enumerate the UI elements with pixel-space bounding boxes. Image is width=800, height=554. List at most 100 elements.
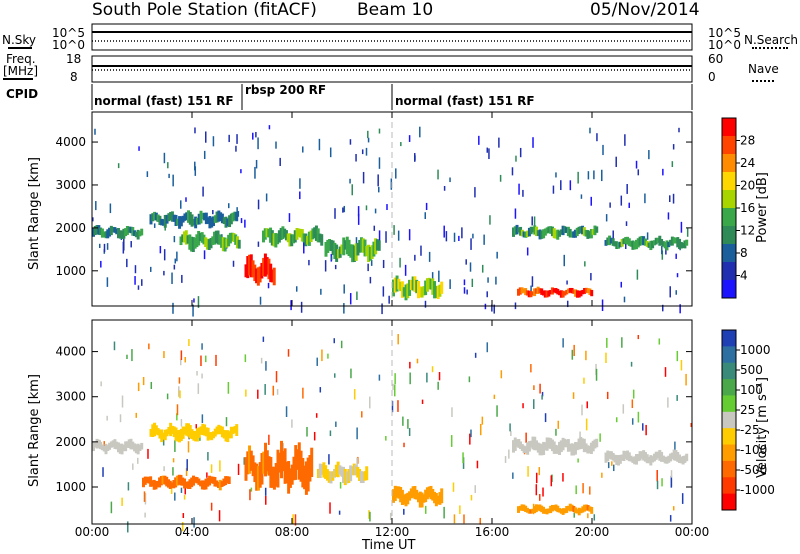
scatter-dot — [264, 384, 266, 395]
data-cell — [404, 284, 408, 301]
data-cell — [568, 443, 572, 452]
data-cell — [262, 257, 266, 277]
data-cell — [374, 238, 378, 255]
data-cell — [179, 428, 183, 441]
data-cell — [538, 229, 542, 240]
scatter-dot — [496, 251, 498, 259]
scatter-dot — [469, 433, 471, 445]
data-cell — [181, 426, 185, 439]
data-cell — [201, 212, 205, 220]
scatter-dot — [391, 400, 394, 413]
data-cell — [129, 226, 133, 234]
data-cell — [372, 241, 376, 257]
data-cell — [425, 278, 429, 292]
scatter-dot — [172, 174, 174, 187]
data-cell — [281, 450, 285, 472]
data-cell — [626, 236, 630, 245]
power-colorbar-segment — [722, 208, 736, 227]
data-cell — [154, 480, 158, 490]
data-cell — [163, 214, 167, 228]
data-cell — [624, 236, 628, 244]
data-cell — [431, 488, 435, 501]
scatter-dot — [493, 304, 495, 314]
data-cell — [536, 230, 540, 237]
data-cell — [660, 451, 664, 462]
data-cell — [624, 451, 628, 459]
data-cell — [142, 477, 145, 488]
data-cell — [277, 230, 281, 243]
data-cell — [248, 445, 252, 474]
data-cell — [568, 228, 572, 238]
power-colorbar-segment — [722, 244, 736, 263]
data-cell — [581, 289, 585, 295]
scatter-dot — [180, 200, 182, 209]
data-cell — [222, 217, 226, 225]
data-cell — [120, 443, 124, 455]
data-cell — [608, 235, 612, 246]
data-cell — [524, 288, 528, 296]
data-cell — [575, 290, 579, 298]
data-cell — [681, 242, 685, 248]
data-cell — [567, 288, 570, 294]
data-cell — [609, 451, 613, 460]
scatter-dot — [121, 395, 124, 408]
scatter-dot — [510, 430, 512, 436]
scatter-dot — [351, 184, 353, 196]
data-cell — [280, 440, 284, 479]
scatter-dot — [294, 514, 297, 526]
scatter-dot — [624, 134, 626, 146]
data-cell — [294, 445, 298, 480]
scatter-dot — [481, 264, 484, 273]
data-cell — [563, 291, 567, 296]
scatter-dot — [645, 424, 647, 436]
scatter-dot — [106, 277, 109, 287]
velocity-colorbar-segment — [722, 411, 736, 429]
data-cell — [356, 242, 360, 256]
data-cell — [524, 446, 528, 454]
scatter-dot — [173, 264, 176, 270]
data-cell — [669, 239, 673, 246]
scatter-dot — [202, 186, 204, 197]
data-cell — [574, 507, 578, 514]
data-cell — [524, 231, 528, 238]
n-search-label: N.Search — [744, 33, 799, 47]
scatter-dot — [365, 147, 368, 156]
data-cell — [431, 278, 435, 295]
data-cell — [159, 476, 163, 486]
data-cell — [565, 506, 569, 513]
scatter-dot — [203, 150, 206, 159]
scatter-dot — [174, 440, 176, 452]
scatter-dot — [474, 485, 476, 493]
data-cell — [533, 225, 537, 235]
data-cell — [163, 475, 167, 485]
scatter-dot — [669, 286, 671, 298]
data-cell — [217, 481, 220, 488]
data-cell — [678, 454, 682, 464]
sky-tick-bottom-left: 10^0 — [52, 38, 85, 52]
data-cell — [643, 452, 647, 462]
data-cell — [117, 228, 120, 239]
scatter-dot — [319, 387, 322, 393]
data-cell — [529, 226, 533, 235]
data-cell — [206, 427, 210, 441]
scatter-dot — [265, 193, 268, 202]
scatter-dot — [357, 213, 360, 225]
data-cell — [295, 227, 299, 240]
velocity-colorbar-tick-label: -25 — [740, 423, 760, 437]
data-cell — [350, 466, 354, 476]
x-tick-label: 08:00 — [275, 525, 310, 539]
data-cell — [629, 455, 633, 462]
scatter-dot — [185, 197, 187, 202]
scatter-dot — [288, 213, 291, 222]
scatter-dot — [476, 460, 479, 469]
data-cell — [529, 440, 533, 448]
data-cell — [660, 238, 664, 246]
scatter-dot — [665, 246, 667, 255]
scatter-dot — [511, 167, 514, 176]
data-cell — [228, 232, 232, 244]
scatter-dot — [531, 216, 533, 226]
scatter-dot — [601, 472, 603, 478]
data-cell — [224, 430, 228, 442]
data-cell — [102, 231, 106, 238]
scatter-dot — [437, 381, 439, 390]
